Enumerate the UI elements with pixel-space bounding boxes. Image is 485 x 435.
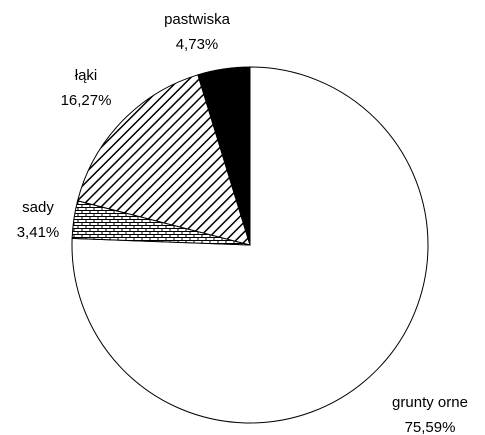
slice-label: łąki: [75, 67, 98, 84]
slice-label: grunty orne: [392, 394, 468, 411]
slice-value-label: 16,27%: [61, 92, 112, 109]
slice-value-label: 4,73%: [176, 36, 219, 53]
slice-value-label: 3,41%: [17, 224, 60, 241]
slice-label: sady: [22, 199, 54, 216]
slice-value-label: 75,59%: [405, 419, 456, 435]
slice-label: pastwiska: [164, 11, 231, 28]
pie-slice: [71, 66, 429, 424]
pie-slice: [197, 66, 251, 246]
pie-slice: [76, 74, 251, 246]
